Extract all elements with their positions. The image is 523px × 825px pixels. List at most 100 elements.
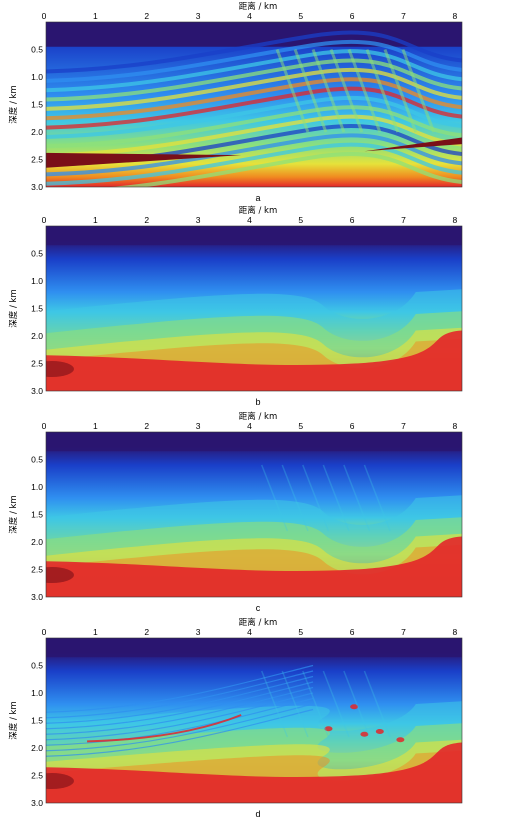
red-streak — [87, 714, 242, 743]
top-layer — [46, 226, 462, 246]
x-tick-label: 3 — [196, 11, 201, 21]
x-tick-label: 0 — [42, 11, 47, 21]
heatmap-b — [46, 226, 462, 391]
fault-line — [343, 464, 371, 532]
fault-line — [261, 670, 289, 738]
top-layer — [46, 432, 462, 452]
fault-line — [302, 464, 330, 532]
fault-line — [363, 670, 391, 738]
y-tick-label: 0.5 — [31, 45, 43, 55]
x-tick-label: 2 — [144, 627, 149, 637]
x-tick-label: 7 — [401, 11, 406, 21]
fault-line — [281, 670, 309, 738]
panel-label: c — [256, 603, 261, 613]
y-tick-label: 3.0 — [31, 182, 43, 192]
x-tick-label: 8 — [452, 215, 457, 225]
fault-line — [275, 48, 310, 133]
x-tick-label: 7 — [401, 215, 406, 225]
x-tick-label: 6 — [350, 11, 355, 21]
deep-spot — [46, 773, 74, 789]
deep-spot — [46, 361, 74, 377]
x-tick-label: 0 — [42, 421, 47, 431]
x-tick-label: 4 — [247, 215, 252, 225]
fault-line — [401, 48, 436, 133]
heatmap-c — [46, 432, 462, 597]
top-layer — [46, 638, 462, 658]
x-tick-label: 5 — [298, 215, 303, 225]
fault-line — [281, 464, 309, 532]
red-spot — [324, 726, 333, 732]
x-tick-label: 4 — [247, 421, 252, 431]
panel-label: a — [255, 193, 260, 203]
layer-line — [46, 697, 314, 746]
x-tick-label: 8 — [452, 421, 457, 431]
x-tick-label: 0 — [42, 627, 47, 637]
x-tick-label: 7 — [401, 421, 406, 431]
deep-spot — [46, 567, 74, 583]
panel-label: d — [255, 809, 260, 819]
x-tick-label: 4 — [247, 11, 252, 21]
red-spot — [375, 729, 384, 734]
fault-line — [302, 670, 330, 738]
y-axis-title: 深度 / km — [8, 495, 19, 533]
layer-line — [46, 133, 462, 177]
red-spot — [396, 737, 405, 743]
y-tick-label: 3.0 — [31, 386, 43, 396]
y-tick-label: 1.5 — [31, 100, 43, 110]
x-tick-label: 1 — [93, 627, 98, 637]
x-axis-title: 距离 / km — [239, 617, 277, 628]
x-tick-label: 4 — [247, 627, 252, 637]
plot-border — [45, 431, 463, 598]
x-axis-title: 距离 / km — [239, 205, 277, 216]
layer-line — [46, 86, 462, 130]
x-tick-label: 2 — [144, 421, 149, 431]
red-spot — [360, 731, 369, 737]
layer-line — [46, 692, 314, 741]
layer-line — [46, 30, 462, 74]
fault-line — [322, 464, 350, 532]
layer-line — [46, 142, 462, 186]
layer-line — [46, 58, 462, 102]
x-tick-label: 3 — [196, 627, 201, 637]
y-axis-title: 深度 / km — [8, 85, 19, 123]
panel-c: 距离 / km 0 1 2 3 4 5 6 7 8 深度 / km 0.5 1.0 1.5 2.0 2.5 3.… — [8, 411, 463, 613]
panel-label: b — [255, 397, 260, 407]
heatmap-a — [46, 22, 462, 187]
y-tick-label: 1.0 — [31, 276, 43, 286]
layer-line — [46, 77, 462, 121]
fault-line — [261, 464, 289, 532]
x-tick-label: 1 — [93, 215, 98, 225]
fault-line — [329, 48, 364, 133]
y-tick-label: 0.5 — [31, 455, 43, 465]
fault-line — [365, 48, 400, 133]
red-spot — [350, 704, 359, 710]
red-wedge — [46, 152, 242, 168]
y-tick-label: 1.0 — [31, 482, 43, 492]
x-axis-title: 距离 / km — [239, 1, 277, 12]
y-tick-label: 3.0 — [31, 592, 43, 602]
layer-line — [46, 39, 462, 83]
fault-line — [293, 48, 328, 133]
y-tick-label: 0.5 — [31, 661, 43, 671]
layer-line — [46, 686, 314, 735]
panel-a: 距离 / km 0 1 2 3 4 5 6 7 8 深度 / km 0.5 1.0 1.5 2.0 2.5 3.… — [8, 1, 463, 203]
layer-line — [46, 675, 314, 724]
x-tick-label: 6 — [350, 215, 355, 225]
y-tick-label: 1.5 — [31, 716, 43, 726]
layer-line — [46, 664, 314, 713]
y-tick-label: 2.5 — [31, 565, 43, 575]
panel-b: 距离 / km 0 1 2 3 4 5 6 7 8 深度 / km 0.5 1.0 1.5 2.0 2.5 3.… — [8, 205, 463, 407]
heatmap-d — [46, 638, 462, 803]
fault-line — [383, 48, 418, 133]
plot-border — [45, 21, 463, 188]
y-tick-label: 2.0 — [31, 537, 43, 547]
x-tick-label: 2 — [144, 11, 149, 21]
y-tick-label: 2.5 — [31, 771, 43, 781]
x-tick-label: 5 — [298, 421, 303, 431]
layer-line — [46, 670, 314, 719]
x-tick-label: 2 — [144, 215, 149, 225]
y-tick-label: 2.0 — [31, 127, 43, 137]
layer-line — [46, 95, 462, 139]
x-tick-label: 7 — [401, 627, 406, 637]
x-tick-label: 6 — [350, 627, 355, 637]
